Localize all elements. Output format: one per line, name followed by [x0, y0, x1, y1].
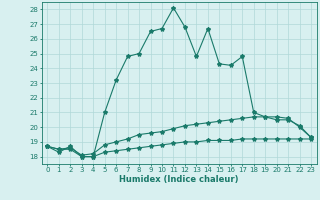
X-axis label: Humidex (Indice chaleur): Humidex (Indice chaleur) [119, 175, 239, 184]
